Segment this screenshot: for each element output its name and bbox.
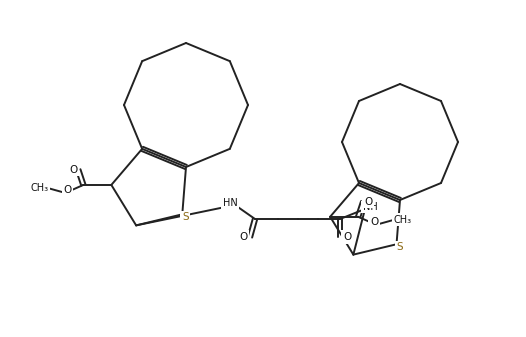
Text: NH: NH <box>362 202 377 212</box>
Text: CH₃: CH₃ <box>31 183 48 193</box>
Text: CH₃: CH₃ <box>393 215 411 225</box>
Text: O: O <box>69 165 77 175</box>
Text: O: O <box>364 197 372 207</box>
Text: HN: HN <box>222 198 237 208</box>
Text: O: O <box>343 232 351 242</box>
Text: S: S <box>182 212 189 222</box>
Text: O: O <box>63 185 72 195</box>
Text: O: O <box>370 217 378 227</box>
Text: O: O <box>239 232 247 242</box>
Text: S: S <box>396 242 403 252</box>
